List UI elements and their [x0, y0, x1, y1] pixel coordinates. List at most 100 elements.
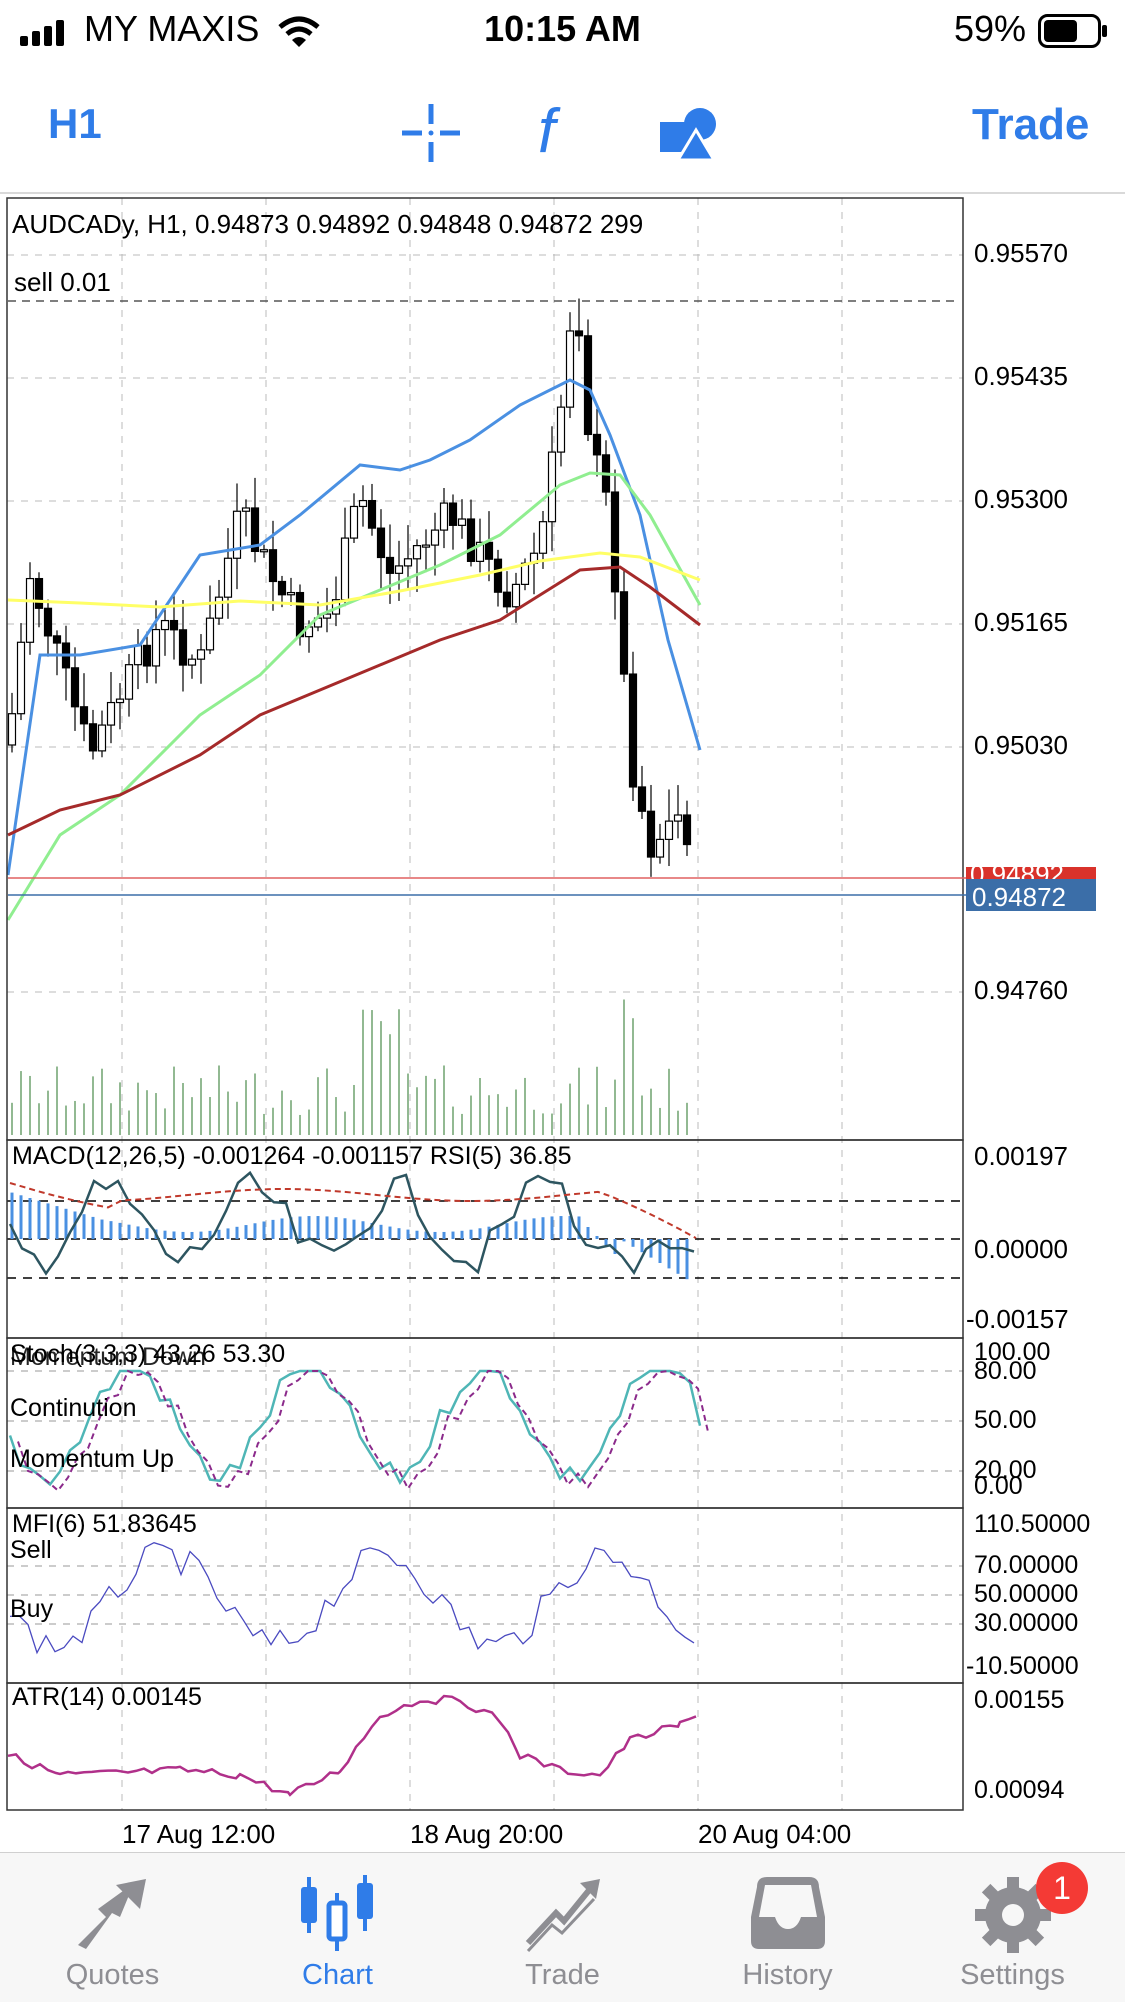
- wifi-icon: [278, 16, 320, 47]
- candle-body: [592, 433, 602, 456]
- candle-body: [628, 673, 638, 788]
- candle-body: [34, 577, 44, 609]
- candle-body: [619, 591, 629, 675]
- candle-body: [376, 527, 386, 559]
- objects-shapes-icon[interactable]: [656, 100, 722, 166]
- candle-body: [160, 619, 170, 631]
- crosshair-icon[interactable]: [398, 100, 464, 166]
- candle-body: [655, 838, 665, 858]
- battery-icon: [1038, 14, 1107, 48]
- tab-trade[interactable]: Trade: [450, 1853, 675, 2002]
- mfi-sell-label: Sell: [10, 1536, 52, 1564]
- candle-body: [574, 330, 584, 337]
- mfi-buy-label: Buy: [10, 1595, 54, 1623]
- candle-body: [295, 591, 305, 638]
- price-tick: 0.95435: [974, 361, 1068, 391]
- candle-body: [196, 649, 206, 660]
- stoch-tick: 100.00: [974, 1338, 1050, 1366]
- stoch-main-line: [8, 1369, 702, 1487]
- candle-body: [502, 591, 512, 608]
- price-chart[interactable]: 0.94892 0.94872 AUDCADy, H1, 0.94873 0.9…: [0, 195, 1125, 1815]
- chart-header: AUDCADy, H1, 0.94873 0.94892 0.94848 0.9…: [12, 209, 643, 239]
- svg-text:f: f: [538, 100, 561, 166]
- ema-fast-line: [6, 378, 702, 876]
- tab-chart[interactable]: Chart: [225, 1853, 450, 2002]
- tab-label-history: History: [742, 1959, 833, 1991]
- chart-icon: [301, 1875, 373, 1951]
- time-label: 18 Aug 20:00: [410, 1819, 563, 1849]
- candle-body: [142, 644, 152, 667]
- candle-body: [457, 518, 467, 526]
- tab-quotes[interactable]: Quotes: [0, 1853, 225, 2002]
- candle-body: [547, 451, 557, 523]
- candle-body: [466, 518, 476, 562]
- panel-frame: [6, 197, 964, 1141]
- moving-averages: [6, 378, 702, 921]
- time-axis: 17 Aug 12:00 18 Aug 20:00 20 Aug 04:00: [122, 1819, 851, 1849]
- stoch-signal-line: [17, 1369, 709, 1492]
- time-label: 17 Aug 12:00: [122, 1819, 275, 1849]
- candle-body: [646, 810, 656, 858]
- mfi-tick: 30.00000: [974, 1609, 1078, 1637]
- signal-icon: [20, 20, 64, 46]
- candle-body: [250, 507, 260, 553]
- battery-percentage: 59%: [954, 8, 1027, 49]
- trade-button[interactable]: Trade: [972, 100, 1090, 149]
- candle-body: [241, 507, 251, 512]
- price-tick: 0.95165: [974, 607, 1068, 637]
- quotes-icon: [78, 1879, 146, 1949]
- chart-grid: [7, 198, 963, 1810]
- candle-body: [259, 549, 269, 553]
- candle-body: [475, 541, 485, 562]
- candle-body: [7, 713, 17, 746]
- candle-body: [412, 545, 422, 560]
- candle-body: [187, 658, 197, 666]
- candle-body: [178, 629, 188, 666]
- candle-body: [286, 591, 296, 596]
- candle-body: [538, 521, 548, 554]
- candle-body: [223, 557, 233, 598]
- ema-mid-line: [6, 471, 702, 921]
- stoch-tick: 80.00: [974, 1357, 1037, 1385]
- candle-body: [664, 820, 674, 841]
- candle-body: [115, 698, 125, 704]
- bid-price-box: [966, 879, 1096, 911]
- atr-tick: 0.00155: [974, 1686, 1064, 1714]
- stoch-header: Stoch(3,3,3) 43.26 53.30: [10, 1340, 285, 1368]
- candle-body: [151, 628, 161, 667]
- panel-frames: [6, 197, 964, 1811]
- candle-body: [25, 577, 35, 643]
- candle-body: [205, 617, 215, 651]
- candle-body: [385, 556, 395, 574]
- candle-body: [169, 619, 179, 631]
- mfi-line: [9, 1542, 695, 1655]
- time-label: 20 Aug 04:00: [698, 1819, 851, 1849]
- tab-bar: Quotes Chart Trade History: [0, 1852, 1125, 2002]
- candle-body: [124, 664, 134, 700]
- tab-settings[interactable]: Settings: [900, 1853, 1125, 2002]
- candle-body: [70, 667, 80, 708]
- candle-body: [16, 641, 26, 715]
- timeframe-button[interactable]: H1: [48, 100, 102, 147]
- candlesticks: [7, 298, 692, 877]
- macd-header: MACD(12,26,5) -0.001264 -0.001157 RSI(5)…: [12, 1142, 572, 1170]
- atr-tick: 0.00094: [974, 1776, 1064, 1804]
- candle-body: [637, 786, 647, 812]
- bid-price-label: 0.94872: [972, 882, 1066, 912]
- candle-body: [565, 330, 575, 408]
- candle-body: [493, 558, 503, 593]
- stoch-overlay-label: Momentum Down: [10, 1343, 206, 1371]
- candle-body: [106, 701, 116, 726]
- candle-body: [97, 724, 107, 752]
- settings-notification-badge: 1: [1036, 1862, 1088, 1914]
- mfi-tick: 50.00000: [974, 1580, 1078, 1608]
- continuation-label: Continution: [10, 1394, 136, 1422]
- candle-body: [133, 644, 143, 666]
- rsi-line: [8, 1170, 695, 1276]
- candle-body: [277, 580, 287, 596]
- ema-long-line: [7, 565, 701, 837]
- tab-history[interactable]: History: [675, 1853, 900, 2002]
- candle-body: [367, 499, 377, 529]
- indicators-function-icon[interactable]: f: [530, 100, 590, 166]
- tab-label-settings: Settings: [960, 1959, 1065, 1991]
